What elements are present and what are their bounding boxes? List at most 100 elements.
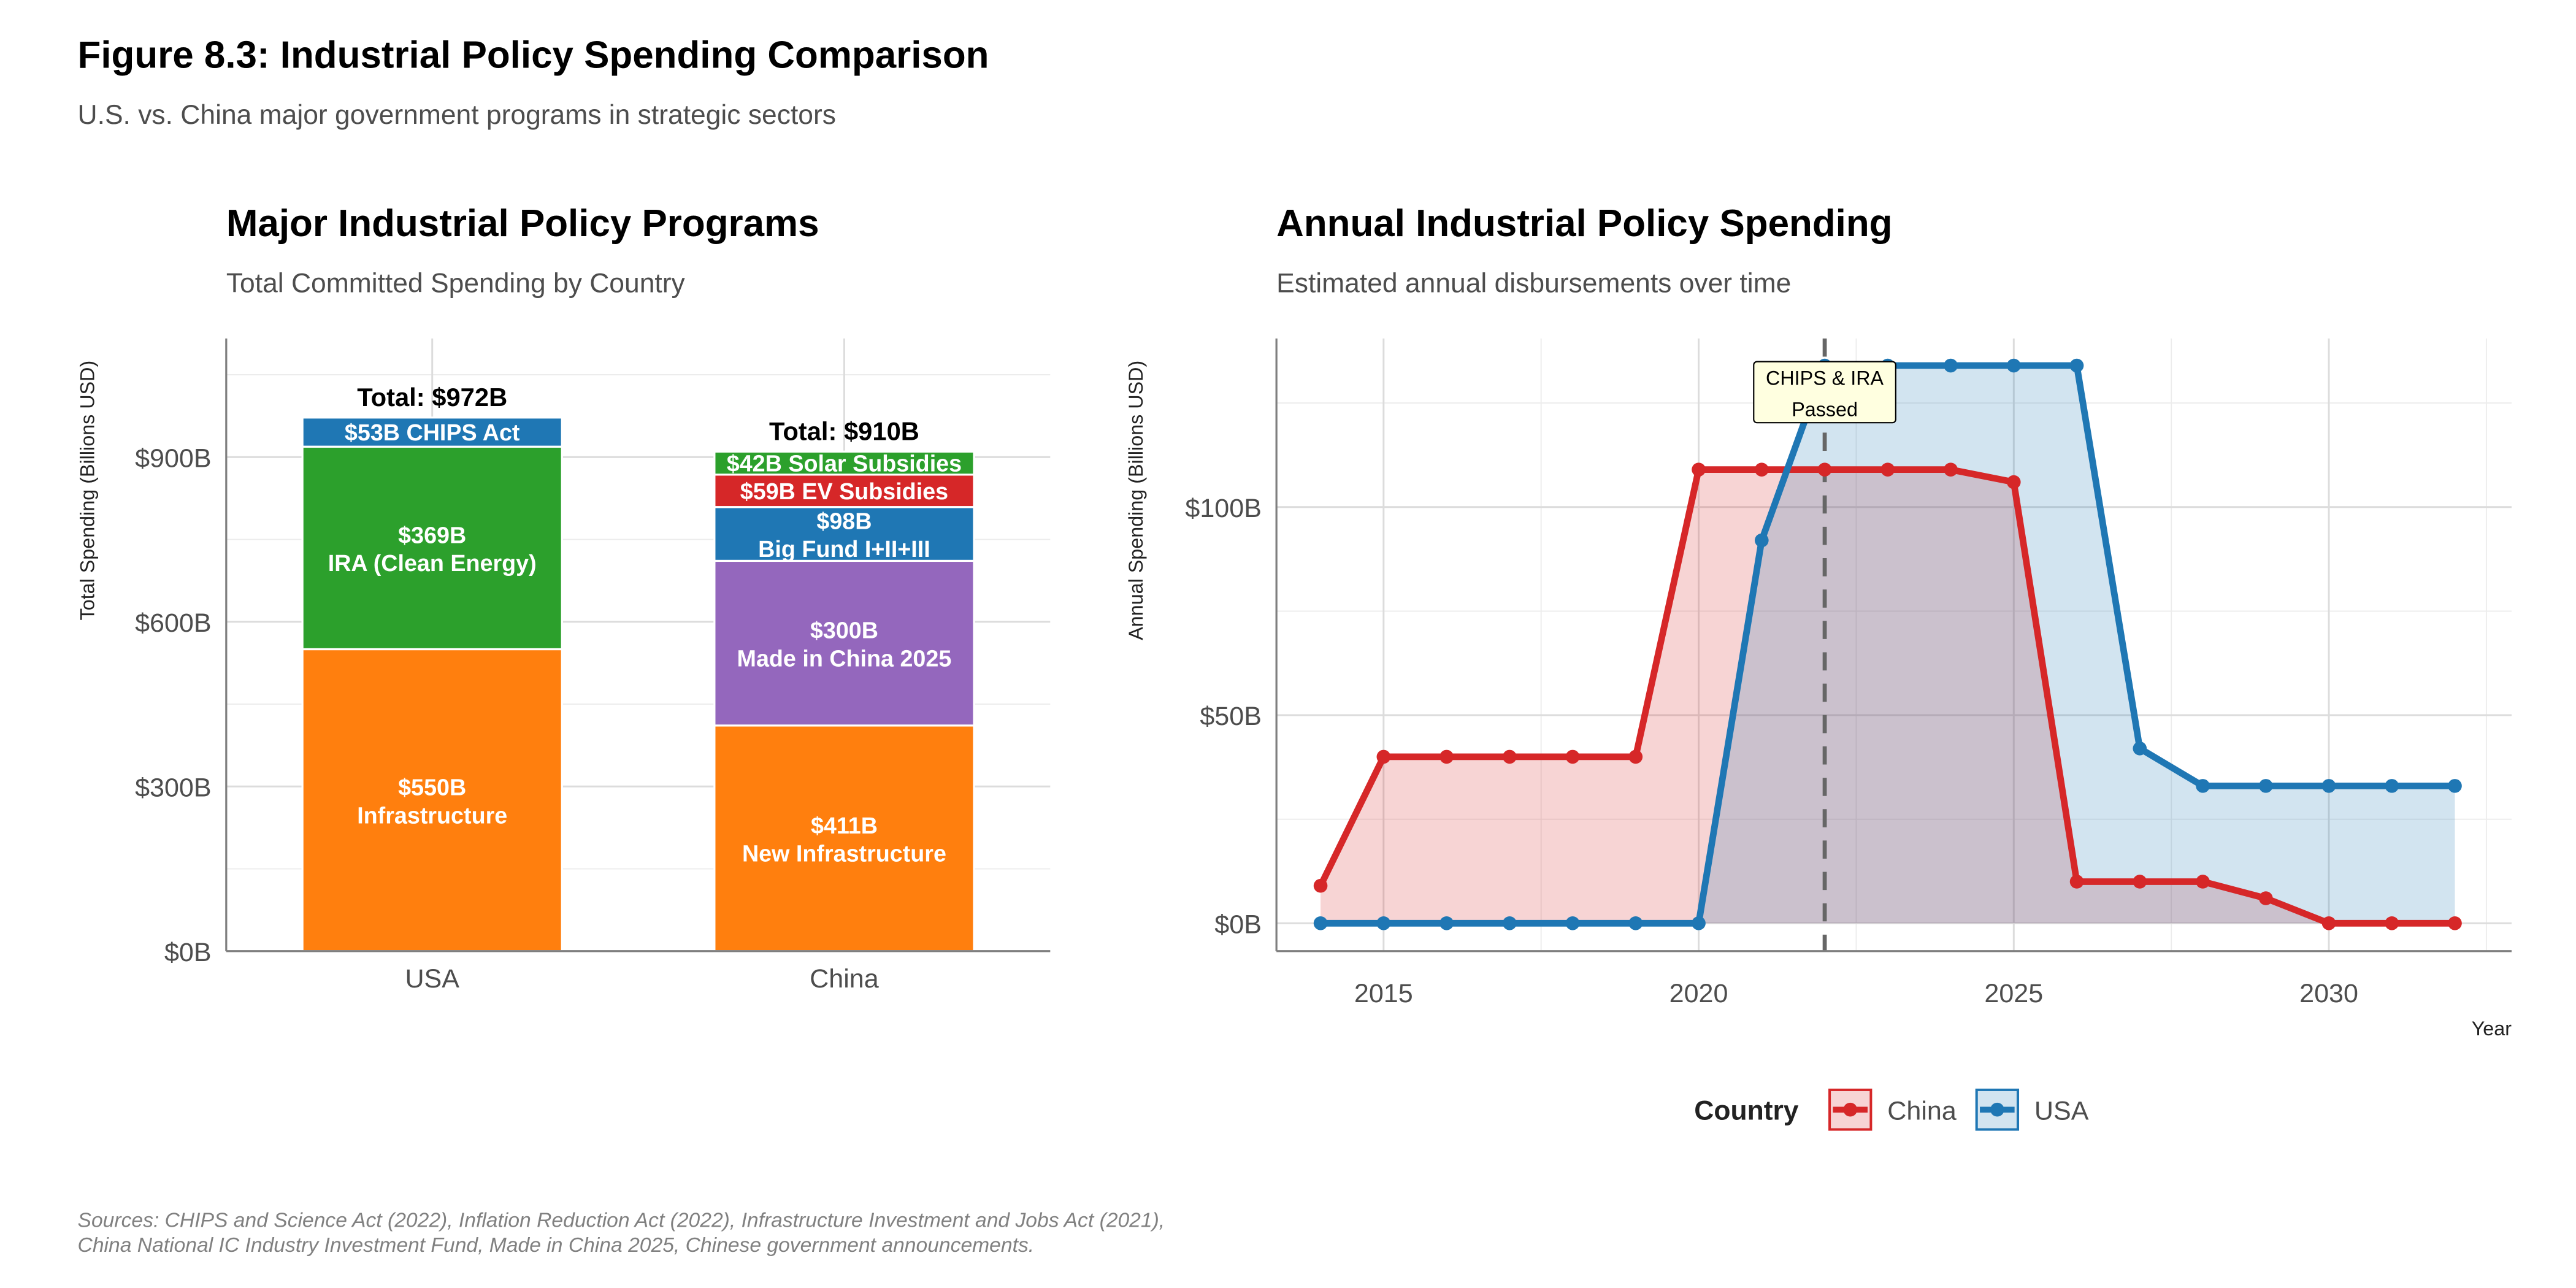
segment-value-label: $98B (816, 508, 872, 534)
segment-value-label: $411B (811, 813, 878, 838)
segment-program-label: Infrastructure (357, 802, 507, 828)
x-tick-label: 2015 (1354, 979, 1413, 1008)
point-usa (1313, 916, 1328, 930)
point-china (1880, 462, 1895, 477)
point-usa (2321, 779, 2336, 793)
segment-program-label: CHIPS Act (400, 420, 520, 445)
annotation-background (1753, 361, 1896, 424)
point-usa (2069, 358, 2084, 373)
point-china (1755, 462, 1769, 477)
point-china (2196, 875, 2210, 889)
segment-label: $42B Solar Subsidies (727, 451, 962, 477)
bar-segment (713, 559, 975, 727)
line-chart-subtitle: Estimated annual disbursements over time (1276, 269, 1791, 299)
total-label: Total: $910B (769, 416, 919, 445)
segment-value-label: $300B (810, 618, 878, 643)
sources-line-1: Sources: CHIPS and Science Act (2022), I… (78, 1209, 1165, 1232)
x-tick-label: USA (405, 964, 459, 994)
point-usa (1944, 358, 1958, 373)
legend-label: USA (2034, 1096, 2089, 1125)
bar-segment (301, 445, 563, 651)
segment-value-label: $369B (398, 522, 466, 548)
point-china (1628, 749, 1643, 764)
bar-y-axis-title: Total Spending (Billions USD) (76, 361, 98, 621)
legend: Country China USA (1694, 1088, 2089, 1131)
y-tick-label: $50B (1200, 702, 1262, 731)
point-usa (1692, 916, 1706, 930)
point-usa (1376, 916, 1391, 930)
bar-panel: Major Industrial Policy Programs Total C… (76, 202, 1051, 994)
sources-line-2: China National IC Industry Investment Fu… (78, 1234, 1035, 1257)
line-x-axis-title: Year (2472, 1018, 2512, 1040)
point-usa (1565, 916, 1580, 930)
point-usa (2006, 358, 2021, 373)
point-china (1692, 462, 1706, 477)
annotation-box: CHIPS & IRA Passed (1753, 361, 1896, 424)
bar-chart-subtitle: Total Committed Spending by Country (226, 269, 686, 299)
bar-chart-title: Major Industrial Policy Programs (226, 202, 819, 245)
line-panel: Annual Industrial Policy Spending Estima… (1125, 202, 2512, 1131)
point-usa (1628, 916, 1643, 930)
y-tick-label: $0B (1214, 910, 1262, 939)
x-tick-label: China (810, 964, 879, 994)
figure-title: Figure 8.3: Industrial Policy Spending C… (78, 34, 989, 76)
y-tick-label: $300B (135, 773, 212, 802)
area-china (1321, 469, 2455, 924)
segment-program-label: Solar Subsidies (782, 451, 962, 477)
segment-label: $53B CHIPS Act (345, 420, 520, 445)
bar-segment (301, 416, 563, 448)
segment-value-label: $59B (740, 478, 795, 504)
point-china (1565, 749, 1580, 764)
y-tick-label: $900B (135, 443, 212, 473)
segment-label: $59B EV Subsidies (740, 478, 948, 504)
x-tick-label: 2020 (1669, 979, 1728, 1008)
line-y-axis-title: Annual Spending (Billions USD) (1125, 361, 1147, 640)
point-usa (2196, 779, 2210, 793)
line-chart-title: Annual Industrial Policy Spending (1276, 202, 1892, 245)
bar-segment (301, 648, 563, 953)
point-china (1817, 462, 1832, 477)
total-label: Total: $972B (357, 383, 507, 412)
segment-program-label: Big Fund I+II+III (758, 536, 930, 562)
point-usa (2385, 779, 2399, 793)
point-china (1944, 462, 1958, 477)
point-china (2385, 916, 2399, 930)
segment-program-label: EV Subsidies (795, 478, 948, 504)
point-china (2006, 475, 2021, 489)
point-china (2069, 875, 2084, 889)
legend-title: Country (1694, 1095, 1799, 1125)
point-china (2448, 916, 2462, 930)
legend-item-china: China (1828, 1088, 1957, 1131)
x-tick-label: 2025 (1984, 979, 2043, 1008)
point-usa (2133, 742, 2147, 756)
legend-point (1843, 1102, 1858, 1117)
y-tick-label: $100B (1185, 494, 1262, 523)
segment-value-label: $42B (727, 451, 782, 477)
y-tick-label: $0B (164, 938, 212, 967)
legend-item-usa: USA (1975, 1088, 2089, 1131)
point-china (2258, 891, 2273, 905)
segment-program-label: IRA (Clean Energy) (328, 550, 537, 576)
segment-program-label: Made in China 2025 (737, 645, 952, 671)
legend-label: China (1887, 1096, 1957, 1125)
x-tick-label: 2030 (2299, 979, 2358, 1008)
point-china (1503, 749, 1517, 764)
point-china (1439, 749, 1454, 764)
point-usa (2258, 779, 2273, 793)
bar-segment (713, 450, 975, 476)
legend-point (1990, 1102, 2004, 1117)
annotation-text-line2: Passed (1792, 398, 1858, 420)
segment-value-label: $550B (398, 775, 466, 800)
y-tick-label: $600B (135, 608, 212, 638)
bar-segment (713, 473, 975, 508)
area-usa (1321, 366, 2455, 924)
point-usa (1439, 916, 1454, 930)
point-china (1376, 749, 1391, 764)
bar-segment (713, 506, 975, 562)
annotation-text-line1: CHIPS & IRA (1766, 367, 1884, 389)
point-usa (2448, 779, 2462, 793)
bar-segment (713, 724, 975, 953)
point-usa (1755, 533, 1769, 548)
point-usa (1503, 916, 1517, 930)
